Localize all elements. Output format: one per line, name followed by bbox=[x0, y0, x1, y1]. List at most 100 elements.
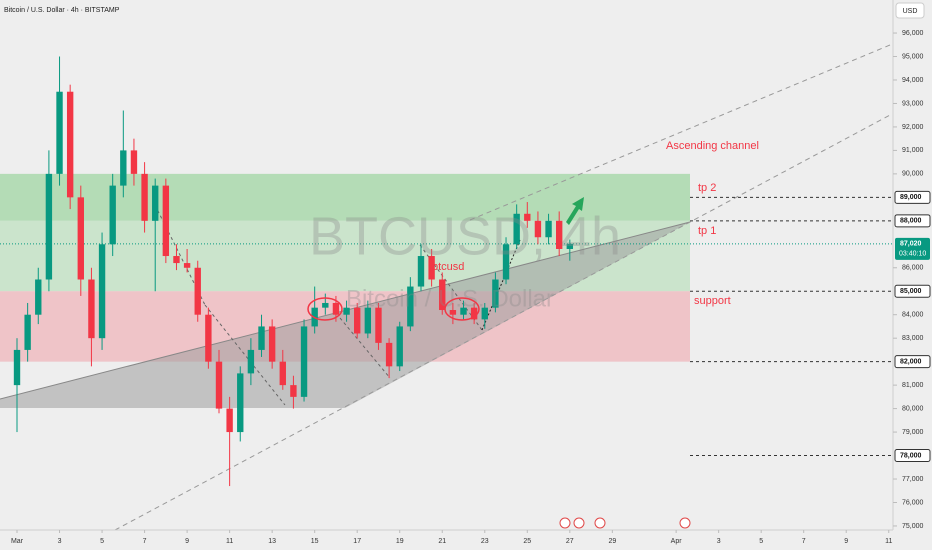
candle-body bbox=[290, 385, 297, 397]
x-tick-label: 21 bbox=[438, 538, 446, 545]
candle-body bbox=[88, 279, 95, 339]
candle-body bbox=[545, 220, 552, 238]
y-tick-label: 83,000 bbox=[902, 335, 924, 342]
level-tag bbox=[894, 449, 931, 463]
x-tick-label: 11 bbox=[226, 538, 233, 545]
candle-body bbox=[513, 213, 520, 245]
x-tick-label: Mar bbox=[11, 538, 24, 545]
candle-body bbox=[194, 267, 201, 315]
candle-body bbox=[343, 307, 350, 315]
path-dotted bbox=[481, 239, 521, 331]
arrow bbox=[566, 197, 584, 225]
x-tick-label: 11 bbox=[885, 538, 892, 545]
circle-marker bbox=[444, 297, 480, 321]
y-tick-label: 95,000 bbox=[902, 53, 924, 60]
y-tick-label: 90,000 bbox=[902, 171, 924, 178]
level-label: 88,000 bbox=[900, 218, 922, 225]
candle-body bbox=[141, 173, 148, 221]
y-tick-label: 81,000 bbox=[902, 382, 924, 389]
candle-body bbox=[173, 256, 180, 264]
candle-body bbox=[364, 307, 372, 334]
last-price-tag bbox=[895, 237, 930, 260]
channel-dashed bbox=[469, 44, 891, 221]
candle-body bbox=[24, 314, 31, 350]
watermark-subtitle: Bitcoin / U.S. Dollar bbox=[346, 285, 554, 312]
annotation: btcusd bbox=[432, 261, 464, 273]
x-tick-label: 5 bbox=[100, 538, 104, 545]
level-label: 82,000 bbox=[900, 358, 922, 365]
annotation: tp 1 bbox=[698, 225, 716, 237]
currency: USD bbox=[903, 8, 918, 15]
y-tick-label: 75,000 bbox=[902, 523, 924, 530]
path-dashed bbox=[339, 317, 391, 379]
candle-body bbox=[279, 361, 286, 386]
x-tick-label: 19 bbox=[396, 538, 404, 545]
candle-body bbox=[417, 256, 425, 287]
levels bbox=[0, 196, 893, 457]
level-label: 78,000 bbox=[900, 452, 922, 459]
y-tick-label: 93,000 bbox=[902, 100, 924, 107]
level-tag bbox=[894, 355, 931, 369]
candle-body bbox=[77, 197, 84, 280]
candle-body bbox=[460, 307, 467, 315]
candle-body bbox=[120, 150, 127, 186]
candle-body bbox=[247, 349, 255, 374]
axis-labels: 75,000 76,000 77,000 79,000 80,000 81,000 83,0… bbox=[11, 30, 931, 545]
watermark: BTCUSD, 4h bbox=[309, 206, 621, 266]
candle-body bbox=[130, 150, 138, 174]
y-tick-label: 76,000 bbox=[902, 499, 924, 506]
x-tick-label: 15 bbox=[311, 538, 319, 545]
candle-body bbox=[470, 307, 478, 320]
x-tick-label: Apr bbox=[671, 538, 683, 545]
candle-body bbox=[35, 279, 42, 315]
candle-body bbox=[268, 326, 276, 362]
candle-body bbox=[407, 286, 414, 327]
candle-body bbox=[109, 185, 116, 245]
candle-body bbox=[555, 220, 563, 249]
event-icons bbox=[559, 517, 691, 529]
level-label: 85,000 bbox=[900, 288, 922, 295]
candle-body bbox=[205, 314, 212, 362]
candle-body bbox=[152, 185, 159, 221]
x-tick-label: 3 bbox=[717, 538, 721, 545]
annotation: support bbox=[694, 295, 731, 307]
candle-body bbox=[300, 326, 308, 397]
y-tick-label: 77,000 bbox=[902, 476, 924, 483]
currency-button[interactable] bbox=[895, 2, 925, 19]
annotation: tp 2 bbox=[698, 182, 716, 194]
level-tag bbox=[894, 214, 931, 228]
y-tick-label: 79,000 bbox=[902, 429, 924, 436]
y-tick-label: 96,000 bbox=[902, 30, 924, 37]
candle-body bbox=[98, 244, 106, 339]
y-tick-label: 86,000 bbox=[902, 265, 924, 272]
candle-body bbox=[534, 220, 542, 238]
candle-body bbox=[258, 326, 265, 350]
candle-body bbox=[428, 256, 435, 280]
x-tick-label: 9 bbox=[185, 538, 189, 545]
channel-dashed bbox=[114, 114, 891, 531]
candle-body bbox=[492, 279, 499, 308]
candle-body bbox=[332, 302, 340, 315]
y-tick-label: 91,000 bbox=[902, 147, 924, 154]
annotation: Ascending channel bbox=[666, 140, 759, 152]
level-tag bbox=[894, 190, 931, 204]
x-tick-label: 29 bbox=[608, 538, 616, 545]
level-tag bbox=[894, 284, 931, 298]
y-tick-label: 84,000 bbox=[902, 312, 924, 319]
y-tick-label: 80,000 bbox=[902, 405, 924, 412]
x-tick-label: 7 bbox=[802, 538, 806, 545]
chart-title: Bitcoin / U.S. Dollar · 4h · BITSTAMP bbox=[4, 7, 120, 14]
channel-area bbox=[0, 222, 690, 408]
x-tick-label: 23 bbox=[481, 538, 489, 545]
candle-body bbox=[396, 326, 403, 367]
x-tick-label: 7 bbox=[143, 538, 147, 545]
candle-body bbox=[354, 307, 361, 334]
circle-marker bbox=[307, 297, 343, 321]
x-tick-label: 3 bbox=[58, 538, 62, 545]
candle-body bbox=[162, 185, 170, 257]
x-tick-label: 13 bbox=[268, 538, 276, 545]
candle-body bbox=[13, 349, 21, 386]
x-tick-label: 17 bbox=[353, 538, 361, 545]
x-tick-label: 5 bbox=[759, 538, 763, 545]
